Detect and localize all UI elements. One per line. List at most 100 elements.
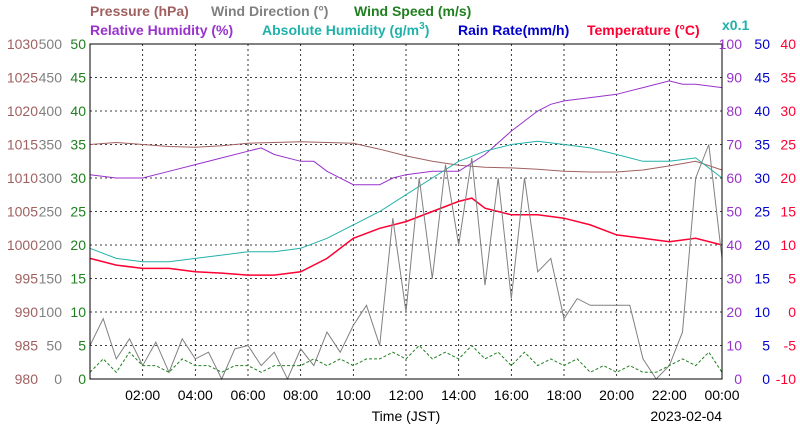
wind_speed-tick-label: 5 <box>78 338 86 354</box>
y-axes: 1030102510201015101010051000995990985980… <box>7 36 796 387</box>
wind_direction-tick-label: 450 <box>39 70 63 86</box>
chart-grid <box>90 44 722 379</box>
wind_speed-tick-label: 40 <box>70 103 86 119</box>
pressure-tick-label: 1020 <box>7 103 38 119</box>
humidity-tick-label: 50 <box>726 204 742 220</box>
x-tick-label: 12:00 <box>388 387 423 403</box>
humidity-tick-label: 30 <box>726 271 742 287</box>
series-line-humidity <box>89 140 723 263</box>
wind_direction-tick-label: 0 <box>54 371 62 387</box>
x-axis-label: Time (JST) <box>372 408 441 424</box>
humidity-tick-label: 10 <box>726 338 742 354</box>
rain_rate-tick-label: 25 <box>754 204 770 220</box>
pressure-tick-label: 1010 <box>7 170 38 186</box>
x-tick-label: 06:00 <box>230 387 265 403</box>
series-line-wind_speed <box>89 344 723 374</box>
chart-series <box>89 80 723 381</box>
wind_direction-tick-label: 250 <box>39 204 63 220</box>
rain_rate-tick-label: 45 <box>754 70 770 86</box>
pressure-tick-label: 1015 <box>7 137 38 153</box>
temperature-tick-label: 25 <box>780 137 796 153</box>
legend-tail: ) <box>425 22 430 38</box>
rain_rate-tick-label: 30 <box>754 170 770 186</box>
wind_speed-tick-label: 0 <box>78 371 86 387</box>
pressure-tick-label: 985 <box>15 338 39 354</box>
rain_rate-tick-label: 20 <box>754 237 770 253</box>
x-tick-label: 20:00 <box>599 387 634 403</box>
legend-item: Rain Rate(mm/h) <box>458 22 569 38</box>
date-label: 2023-02-04 <box>650 408 722 424</box>
temperature-tick-label: 30 <box>780 103 796 119</box>
series-line-pressure <box>89 141 723 173</box>
temperature-tick-label: -10 <box>776 371 796 387</box>
pressure-tick-label: 1005 <box>7 204 38 220</box>
pressure-tick-label: 1030 <box>7 36 38 52</box>
humidity-tick-label: 80 <box>726 103 742 119</box>
rain_rate-tick-label: 0 <box>762 371 770 387</box>
wind_direction-tick-label: 50 <box>46 338 62 354</box>
humidity-tick-label: 0 <box>734 371 742 387</box>
series-line-humidity <box>89 80 723 186</box>
wind_speed-tick-label: 10 <box>70 304 86 320</box>
wind_speed-tick-label: 35 <box>70 137 86 153</box>
pressure-tick-label: 990 <box>15 304 39 320</box>
x-tick-label: 16:00 <box>494 387 529 403</box>
rain_rate-tick-label: 10 <box>754 304 770 320</box>
temperature-tick-label: -5 <box>784 338 797 354</box>
rain_rate-tick-label: 5 <box>762 338 770 354</box>
pressure-tick-label: 1025 <box>7 70 38 86</box>
rain_rate-tick-label: 15 <box>754 271 770 287</box>
temperature-tick-label: 35 <box>780 70 796 86</box>
humidity-tick-label: 20 <box>726 304 742 320</box>
wind_direction-tick-label: 400 <box>39 103 63 119</box>
x-tick-label: 02:00 <box>125 387 160 403</box>
wind_direction-tick-label: 100 <box>39 304 63 320</box>
x-tick-label: 22:00 <box>652 387 687 403</box>
series-line-wind_direction <box>89 144 723 381</box>
x-tick-label: 10:00 <box>336 387 371 403</box>
wind_speed-tick-label: 15 <box>70 271 86 287</box>
humidity-tick-label: 90 <box>726 70 742 86</box>
x-tick-label: 14:00 <box>441 387 476 403</box>
x-tick-label: 08:00 <box>283 387 318 403</box>
pressure-tick-label: 995 <box>15 271 39 287</box>
wind_direction-tick-label: 150 <box>39 271 63 287</box>
wind_direction-tick-label: 200 <box>39 237 63 253</box>
legend-item: Relative Humidity (%) <box>90 22 233 38</box>
humidity-tick-label: 40 <box>726 237 742 253</box>
temperature-tick-label: 20 <box>780 170 796 186</box>
wind_speed-tick-label: 50 <box>70 36 86 52</box>
rain_rate-tick-label: 50 <box>754 36 770 52</box>
wind_direction-tick-label: 500 <box>39 36 63 52</box>
wind_speed-tick-label: 45 <box>70 70 86 86</box>
wind_direction-tick-label: 350 <box>39 137 63 153</box>
right-axis-unit: x0.1 <box>722 17 749 33</box>
temperature-tick-label: 5 <box>788 271 796 287</box>
series-line-temperature <box>89 197 723 276</box>
legend-item: Wind Speed (m/s) <box>354 3 471 19</box>
rain_rate-tick-label: 40 <box>754 103 770 119</box>
humidity-tick-label: 100 <box>719 36 743 52</box>
wind_direction-tick-label: 300 <box>39 170 63 186</box>
wind_speed-tick-label: 30 <box>70 170 86 186</box>
legend-superscript: 3 <box>419 21 425 32</box>
chart-legend: Pressure (hPa) Wind Direction (°) Wind Spe… <box>90 3 749 38</box>
legend-item: Pressure (hPa) <box>90 3 189 19</box>
humidity-tick-label: 60 <box>726 170 742 186</box>
legend-item: Absolute Humidity (g/m3) <box>262 21 429 38</box>
humidity-tick-label: 70 <box>726 137 742 153</box>
legend-item: Wind Direction (°) <box>211 3 328 19</box>
temperature-tick-label: 0 <box>788 304 796 320</box>
temperature-tick-label: 10 <box>780 237 796 253</box>
pressure-tick-label: 1000 <box>7 237 38 253</box>
x-axis: 02:00 04:00 06:00 08:00 10:00 12:00 14:00 16:00… <box>125 387 740 403</box>
temperature-tick-label: 40 <box>780 36 796 52</box>
x-tick-label: 04:00 <box>178 387 213 403</box>
x-tick-label: 00:00 <box>704 387 739 403</box>
wind_speed-tick-label: 25 <box>70 204 86 220</box>
plot-frame <box>89 43 723 380</box>
rain_rate-tick-label: 35 <box>754 137 770 153</box>
legend-item: Temperature (°C) <box>587 22 700 38</box>
temperature-tick-label: 15 <box>780 204 796 220</box>
